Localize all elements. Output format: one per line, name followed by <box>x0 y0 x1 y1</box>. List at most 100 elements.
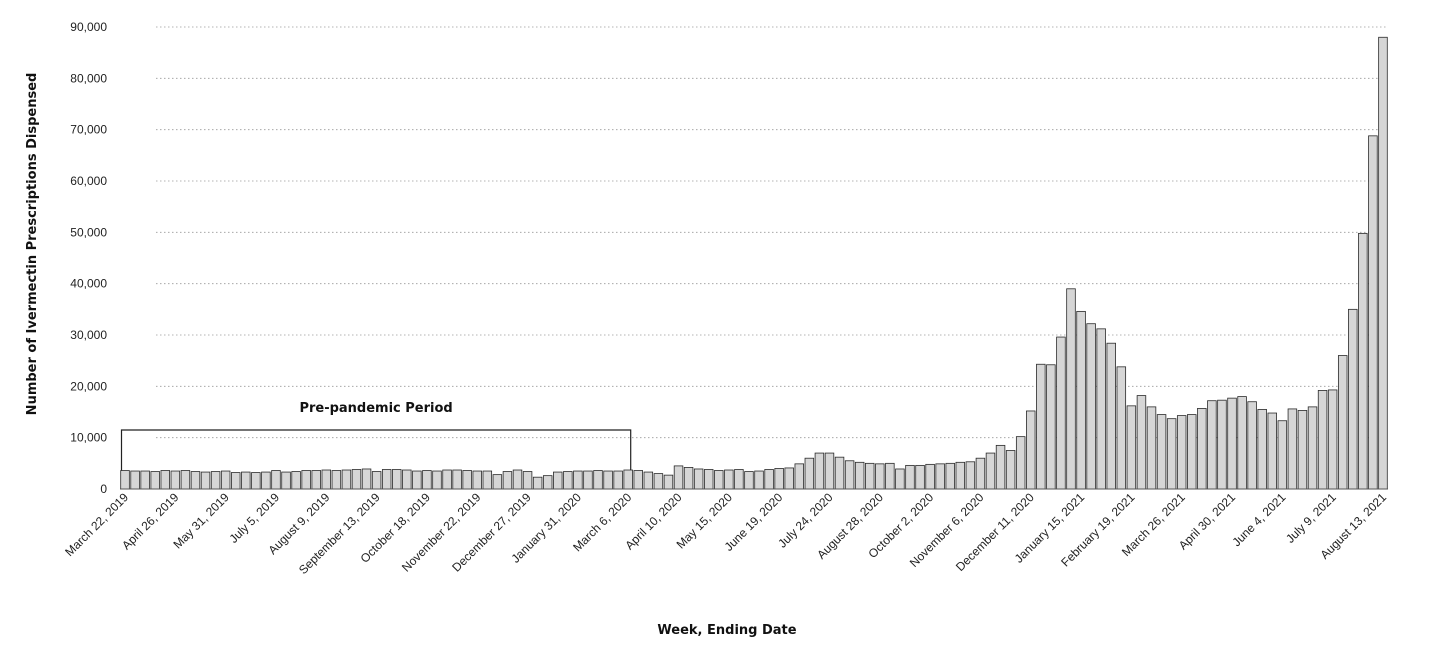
bar <box>754 470 764 490</box>
y-tick-label: 60,000 <box>70 174 107 188</box>
bar <box>291 471 301 490</box>
bar <box>170 470 181 490</box>
bar <box>1076 310 1086 490</box>
bar <box>1146 406 1157 490</box>
bar <box>1247 401 1257 490</box>
y-tick-label: 70,000 <box>70 123 107 137</box>
y-tick-label: 20,000 <box>70 379 107 393</box>
gridlines <box>156 26 1388 439</box>
bar <box>502 471 513 490</box>
bar <box>905 464 915 490</box>
y-tick-label: 80,000 <box>70 71 107 85</box>
bar <box>1348 308 1358 490</box>
bar <box>1207 400 1217 490</box>
bar <box>824 452 835 490</box>
bar <box>1046 364 1056 490</box>
bar <box>371 471 382 490</box>
bar <box>361 468 372 490</box>
bar <box>1227 397 1237 490</box>
bar <box>341 469 352 490</box>
bar <box>653 473 664 490</box>
bar <box>1307 406 1318 490</box>
bar <box>210 471 221 490</box>
bar <box>1378 36 1388 490</box>
y-tick-labels: 0 10,000 20,000 30,000 40,000 50,000 60,000 70,… <box>70 20 107 496</box>
bar <box>301 470 311 490</box>
y-axis-title: Number of Ivermectin Prescriptions Dispe… <box>25 73 40 416</box>
bar <box>1015 436 1026 490</box>
bar <box>321 469 332 490</box>
bar <box>794 463 805 490</box>
bar <box>1126 405 1137 490</box>
pre-pandemic-annotation: Pre-pandemic Period <box>120 401 632 471</box>
bar <box>462 470 472 490</box>
bar <box>603 470 613 490</box>
bar <box>1217 399 1227 490</box>
bar <box>573 470 583 490</box>
bar <box>1096 328 1106 490</box>
bar <box>935 463 945 490</box>
bar <box>542 475 553 490</box>
bar <box>1358 232 1368 490</box>
bar <box>311 470 321 490</box>
bar <box>1237 396 1247 490</box>
bar <box>673 465 684 490</box>
bar <box>351 469 362 490</box>
bar <box>230 472 241 490</box>
bar <box>261 471 271 490</box>
bar <box>623 469 633 490</box>
bar <box>1066 288 1076 490</box>
bar <box>1337 355 1348 490</box>
bar <box>1187 414 1197 490</box>
bar <box>130 470 140 490</box>
bar <box>744 471 754 490</box>
bar <box>583 470 593 490</box>
bar <box>472 470 482 490</box>
bar <box>1166 418 1177 490</box>
bar <box>975 457 986 490</box>
bar <box>1156 414 1167 490</box>
bar <box>522 471 533 490</box>
bar <box>875 463 885 490</box>
bar <box>865 462 875 490</box>
bar <box>402 469 412 490</box>
y-tick-label: 40,000 <box>70 277 107 291</box>
bar <box>995 444 1006 490</box>
bar <box>915 464 925 490</box>
y-tick-label: 10,000 <box>70 431 107 445</box>
bar <box>220 470 231 490</box>
bar <box>271 470 281 490</box>
bar <box>1176 415 1187 490</box>
bar <box>532 476 543 490</box>
bar <box>1297 410 1308 490</box>
bar <box>160 470 171 490</box>
bar <box>643 471 654 490</box>
bar <box>985 452 996 490</box>
bar <box>1116 366 1127 490</box>
bar <box>1086 323 1096 490</box>
y-tick-label: 90,000 <box>70 20 107 34</box>
bar <box>482 470 493 490</box>
bar <box>432 470 442 490</box>
pre-pandemic-label: Pre-pandemic Period <box>299 401 452 416</box>
bar <box>925 463 935 490</box>
bar <box>1026 410 1036 490</box>
bar <box>663 474 674 490</box>
bar <box>613 470 623 490</box>
bar <box>412 470 422 490</box>
bar <box>1136 395 1147 490</box>
bar <box>683 467 694 490</box>
bar <box>703 469 714 490</box>
bar <box>190 471 201 490</box>
bar <box>764 469 774 490</box>
bar <box>895 468 905 490</box>
bar <box>1368 135 1378 490</box>
bar <box>1056 336 1066 490</box>
bar <box>200 471 211 490</box>
bar <box>593 470 603 490</box>
bar <box>834 456 845 490</box>
y-tick-label: 50,000 <box>70 225 107 239</box>
bar <box>693 468 704 490</box>
